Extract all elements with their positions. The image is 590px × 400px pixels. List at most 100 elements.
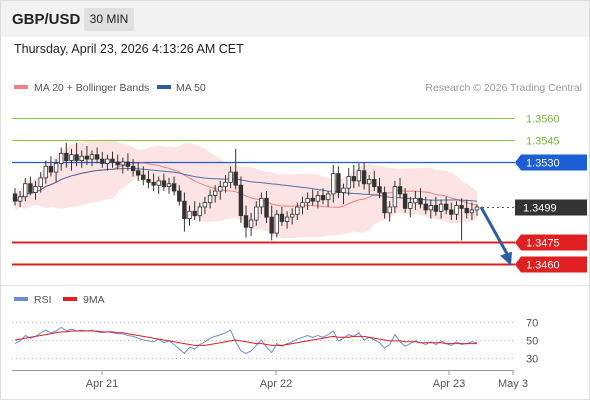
candle [336, 166, 341, 199]
candle [146, 170, 151, 189]
candle-body [135, 170, 141, 176]
candle-body [366, 178, 372, 185]
candle [418, 188, 423, 209]
candle [243, 205, 249, 238]
candle-body [130, 165, 136, 172]
candle-body [125, 161, 131, 167]
projection-arrow-shaft [479, 206, 510, 257]
candle [166, 177, 172, 194]
level-label-box [515, 234, 587, 251]
projection-arrow-head [500, 251, 512, 266]
candle-body [402, 193, 408, 209]
candle [28, 176, 33, 196]
candle-body [238, 184, 244, 217]
candle-body [171, 183, 177, 192]
candle-body [43, 165, 48, 179]
candle [53, 159, 59, 183]
candle-body [89, 154, 95, 160]
candle-body [228, 171, 233, 183]
price-levels [12, 118, 515, 266]
candle-body [346, 176, 351, 189]
rsi-legend-swatch [14, 297, 28, 301]
candle-body [166, 183, 172, 187]
candle [94, 147, 100, 164]
candle-body [351, 176, 356, 182]
ma9-legend-label: 9MA [83, 294, 105, 306]
rsi-tick-label: 30 [526, 354, 538, 366]
candle-body [233, 171, 238, 186]
candle [315, 191, 321, 209]
candle-body [341, 187, 346, 193]
timeframe-badge[interactable]: 30 MIN [84, 8, 134, 31]
candle-body [433, 205, 439, 212]
candle [79, 150, 84, 168]
level-label-box [515, 256, 587, 273]
candle-body [100, 158, 105, 164]
rsi-tick-label: 50 [526, 336, 538, 348]
candle-body [53, 162, 59, 173]
level-label-box [515, 154, 587, 171]
candle-body [449, 209, 454, 215]
rsi-lines [14, 326, 478, 355]
candle-body [443, 203, 449, 211]
candle [423, 196, 428, 215]
candle [171, 176, 177, 196]
candle [197, 202, 202, 222]
candle [449, 202, 454, 220]
candle-body [28, 183, 33, 193]
ma9-legend-swatch [63, 297, 77, 301]
candle-body [23, 183, 28, 198]
candle [130, 159, 136, 177]
candle-body [377, 186, 382, 193]
candle [23, 177, 28, 202]
candle [366, 175, 372, 194]
candle-body [336, 173, 341, 193]
last-price-label: 1.3499 [523, 203, 557, 215]
candle [433, 196, 439, 216]
candle-body [413, 197, 418, 204]
candle [110, 151, 115, 168]
candle [218, 180, 223, 200]
candle-body [372, 178, 377, 188]
price-labels: 1.3560 1.3545 1.3530 1.3499 1.3475 1.3460 [515, 114, 587, 273]
candle-body [84, 155, 90, 160]
candle-body [161, 180, 167, 188]
candle [259, 192, 264, 215]
candlesticks [12, 143, 480, 241]
candle [233, 148, 238, 190]
candle-body [459, 205, 464, 209]
candle-body [120, 161, 125, 166]
candle-body [300, 202, 305, 208]
candle [192, 201, 197, 220]
candle-body [110, 158, 115, 163]
candle-body [59, 152, 64, 164]
candle [464, 199, 469, 219]
rsi-legend-label: RSI [34, 294, 52, 306]
candle [182, 192, 187, 232]
candle-body [279, 213, 285, 222]
candle-body [408, 202, 413, 209]
projection-arrow [479, 206, 512, 266]
x-tick-label: Apr 21 [86, 378, 118, 390]
level-label: 1.3530 [526, 158, 560, 170]
candle [69, 148, 74, 171]
candle-body [397, 186, 403, 195]
candle-body [305, 197, 310, 204]
candle [459, 198, 464, 241]
candle [413, 191, 418, 210]
candle-body [243, 215, 249, 228]
candle [361, 162, 367, 190]
candle [74, 143, 79, 167]
ma20-legend-label: MA 20 + Bollinger Bands [34, 82, 149, 94]
candle-body [284, 216, 290, 222]
candle-body [289, 213, 295, 218]
candle [382, 186, 387, 219]
candle-body [356, 170, 362, 182]
candle-body [274, 213, 279, 234]
candle [269, 205, 274, 241]
candle-body [454, 205, 459, 215]
candle-body [320, 194, 326, 201]
candle-body [474, 206, 480, 211]
time-axis: Apr 21 Apr 22 Apr 23 May 3 [86, 370, 528, 390]
